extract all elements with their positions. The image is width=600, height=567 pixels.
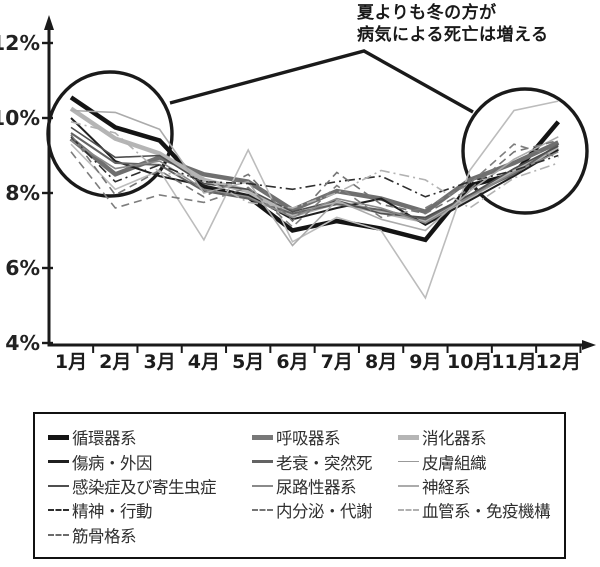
series-line-0 bbox=[69, 95, 561, 243]
legend-item-12: 筋骨格系 bbox=[48, 523, 252, 547]
dashed-line-marker bbox=[398, 509, 419, 512]
legend-item-7: 尿路性器系 bbox=[252, 474, 398, 498]
y-tick-label: 10% bbox=[0, 106, 40, 130]
legend-item-9: 精神・行動 bbox=[48, 498, 252, 522]
legend-item-2: 消化器系 bbox=[398, 425, 564, 449]
thin-line-marker bbox=[252, 485, 273, 487]
x-tick-label: 3月 bbox=[143, 351, 175, 373]
legend-label: 老衰・突然死 bbox=[276, 453, 373, 473]
x-tick-label: 10月 bbox=[447, 351, 492, 373]
dashed-line-marker bbox=[48, 533, 69, 536]
legend-item-8: 神経系 bbox=[398, 474, 564, 498]
legend-item-4: 老衰・突然死 bbox=[252, 450, 398, 474]
y-tick-label: 6% bbox=[5, 256, 40, 280]
x-tick-label: 4月 bbox=[188, 351, 220, 373]
legend-item-1: 呼吸器系 bbox=[252, 425, 398, 449]
legend-item-6: 感染症及び寄生虫症 bbox=[48, 474, 252, 498]
winter-deaths-annotation: 夏よりも冬の方が 病気による死亡は増える bbox=[357, 3, 548, 46]
series-line-12 bbox=[70, 143, 559, 228]
medium-line-marker bbox=[48, 460, 69, 463]
annotation-line-1: 夏よりも冬の方が bbox=[357, 3, 497, 23]
legend-label: 消化器系 bbox=[422, 429, 487, 449]
legend-item-5: 皮膚組織 bbox=[398, 450, 564, 474]
thick-line-marker bbox=[398, 434, 419, 440]
legend-label: 傷病・外因 bbox=[72, 453, 153, 473]
x-tick-label: 12月 bbox=[536, 351, 581, 373]
series-line-7 bbox=[70, 139, 559, 224]
legend-label: 循環器系 bbox=[72, 429, 137, 449]
legend-item-11: 血管系・免疫機構 bbox=[398, 498, 564, 522]
series-line-4 bbox=[70, 132, 559, 221]
legend-grid: 循環器系 呼吸器系 消化器系傷病・外因 老衰・突然死 皮膚組織感染症及び寄生虫症 尿路性器… bbox=[48, 425, 564, 547]
legend-item-10: 内分泌・代謝 bbox=[252, 498, 398, 522]
thin-line-marker bbox=[398, 485, 419, 487]
dashed-line-marker bbox=[252, 509, 273, 512]
series-line-8 bbox=[70, 109, 559, 247]
dashed-line-marker bbox=[48, 509, 69, 512]
december-highlight-circle bbox=[461, 87, 589, 215]
x-axis-arrow bbox=[582, 340, 596, 350]
x-tick-label: 11月 bbox=[491, 351, 536, 373]
x-tick-label: 6月 bbox=[276, 351, 308, 373]
series-line-9 bbox=[70, 136, 559, 198]
y-axis-arrow bbox=[44, 15, 54, 30]
thin-line-marker bbox=[48, 485, 69, 487]
thick-line-marker bbox=[252, 434, 273, 440]
thin-line-marker bbox=[398, 460, 419, 463]
thick-line-marker bbox=[48, 434, 69, 440]
x-tick-label: 7月 bbox=[321, 351, 353, 373]
legend-label: 筋骨格系 bbox=[72, 526, 137, 546]
series-line-5 bbox=[70, 100, 559, 300]
legend-label: 精神・行動 bbox=[72, 502, 153, 522]
y-tick-label: 12% bbox=[0, 31, 40, 55]
legend-item-3: 傷病・外因 bbox=[48, 450, 252, 474]
medium-line-marker bbox=[252, 460, 273, 463]
y-tick-label: 8% bbox=[5, 181, 40, 205]
legend-label: 呼吸器系 bbox=[276, 429, 341, 449]
legend-label: 尿路性器系 bbox=[276, 477, 357, 497]
legend-label: 皮膚組織 bbox=[422, 453, 487, 473]
x-tick-label: 2月 bbox=[99, 351, 131, 373]
x-tick-label: 9月 bbox=[409, 351, 441, 373]
annotation-callout-line bbox=[169, 49, 474, 114]
legend-label: 血管系・免疫機構 bbox=[422, 502, 551, 522]
legend-label: 神経系 bbox=[422, 477, 471, 497]
annotation-line-2: 病気による死亡は増える bbox=[357, 24, 549, 45]
x-tick-label: 1月 bbox=[55, 351, 87, 373]
legend-box: 循環器系 呼吸器系 消化器系傷病・外因 老衰・突然死 皮膚組織感染症及び寄生虫症 尿路性器… bbox=[33, 412, 566, 559]
x-tick-label: 5月 bbox=[232, 351, 264, 373]
legend-item-0: 循環器系 bbox=[48, 425, 252, 449]
x-tick-label: 8月 bbox=[365, 351, 397, 373]
y-tick-label: 4% bbox=[5, 331, 40, 355]
legend-label: 内分泌・代謝 bbox=[276, 502, 373, 522]
legend-label: 感染症及び寄生虫症 bbox=[72, 477, 217, 497]
series-line-11 bbox=[70, 121, 559, 209]
